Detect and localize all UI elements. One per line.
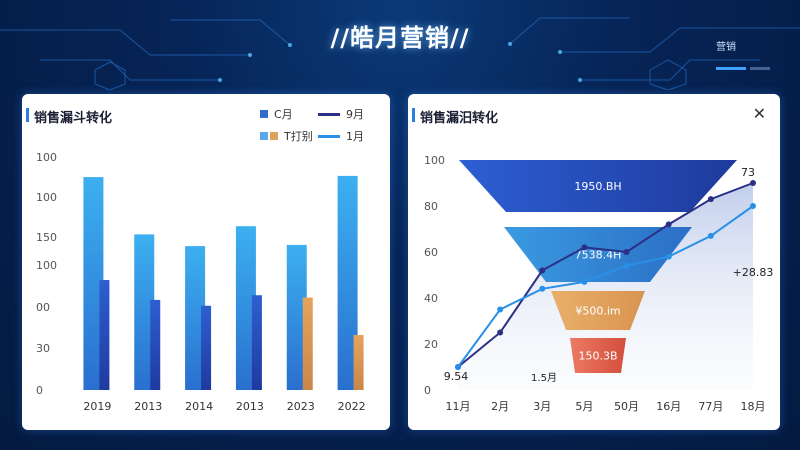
bar-9月 [302, 297, 313, 390]
x-tick-label: 2022 [338, 400, 366, 413]
legend-swatch-accent [270, 132, 278, 140]
annotation-label: 1.5月 [531, 372, 557, 384]
legend-line [318, 112, 340, 116]
legend-swatch [260, 110, 268, 118]
y-tick-label: 100 [36, 259, 57, 272]
x-tick-label: 50月 [614, 400, 639, 413]
x-tick-label: 3月 [533, 400, 551, 413]
funnel-label: 7538.4H [575, 249, 622, 262]
annotation-label: 73 [741, 166, 755, 179]
corner-progress-bar [716, 67, 746, 70]
funnel-line-chart-panel: 销售漏汨转化 ✕ 100 80 60 40 20 0 1950.BH 7538.4H ¥500.… [408, 94, 780, 430]
bar-C月 [337, 175, 358, 390]
bar-C月 [286, 244, 307, 390]
x-tick-label: 2013 [236, 400, 264, 413]
x-tick-label: 77月 [698, 400, 723, 413]
y-tick-label: 00 [36, 301, 50, 314]
y-tick-label: 150 [36, 231, 57, 244]
funnel-layer [459, 160, 737, 212]
x-tick-label: 11月 [446, 400, 471, 413]
annotation-label: 9.54 [444, 370, 469, 383]
x-tick-label: 2023 [287, 400, 315, 413]
x-tick-label: 2019 [83, 400, 111, 413]
x-tick-label: 18月 [741, 400, 766, 413]
legend-label: 9月 [346, 108, 364, 121]
corner-progress-track [750, 67, 770, 70]
series-line [457, 205, 754, 368]
funnel-label: 150.3B [578, 350, 617, 363]
y-tick-label: 0 [36, 384, 43, 397]
series-point [581, 244, 588, 251]
y-tick-label: 80 [424, 200, 438, 213]
y-tick-label: 20 [424, 338, 438, 351]
funnel-label: ¥500.im [575, 305, 620, 318]
series-point [750, 180, 756, 186]
bar-9月 [201, 305, 212, 390]
bar-C月 [134, 234, 155, 390]
legend-item[interactable]: 9月 [318, 106, 364, 122]
y-tick-label: 60 [424, 246, 438, 259]
y-tick-label: 30 [36, 342, 50, 355]
legend-label: T打别 [284, 130, 313, 143]
legend-item[interactable]: C月 [260, 106, 293, 122]
funnel-label: 1950.BH [574, 180, 621, 193]
y-tick-label: 0 [424, 384, 431, 397]
x-tick-label: 2013 [134, 400, 162, 413]
legend-swatch [260, 132, 268, 140]
legend-item[interactable]: 1月 [318, 128, 364, 144]
bar-chart: 100 100 150 100 00 30 0 2019 2013 2014 2013 2023 202… [36, 151, 366, 413]
y-tick-label: 100 [424, 154, 445, 167]
series-point [623, 262, 630, 269]
bar-9月 [150, 299, 161, 390]
bar-C月 [185, 246, 206, 390]
series-line [457, 182, 754, 368]
series-point [455, 364, 461, 370]
funnel-line-chart: 100 80 60 40 20 0 1950.BH 7538.4H ¥500.im 150.3B 1… [424, 154, 774, 413]
y-tick-label: 40 [424, 292, 438, 305]
bar-9月 [251, 295, 262, 390]
panel-title: 销售漏汨转化 [411, 107, 498, 126]
series-point [665, 221, 672, 228]
series-point [750, 203, 756, 209]
series-point [707, 196, 714, 203]
legend-line [318, 134, 340, 138]
bar-9月 [353, 335, 364, 390]
bar-C月 [235, 226, 256, 390]
series-point [707, 232, 714, 239]
series-point [539, 267, 546, 274]
corner-label: 营销 [716, 42, 736, 53]
funnel-layer [551, 291, 645, 330]
series-point [623, 249, 630, 255]
series-point [497, 329, 504, 336]
series-point [497, 306, 504, 313]
close-icon[interactable]: ✕ [752, 104, 766, 123]
series-point [539, 285, 546, 292]
page-title: //皓月营销// [330, 24, 470, 52]
x-tick-label: 5月 [575, 400, 593, 413]
funnel-layer [570, 338, 626, 373]
header: //皓月营销// [300, 12, 500, 56]
x-tick-label: 16月 [656, 400, 681, 413]
annotation-label: +28.83 [733, 266, 774, 279]
x-tick-label: 2月 [491, 400, 509, 413]
y-tick-label: 100 [36, 191, 57, 204]
series-point [665, 253, 672, 260]
circuit-background-decoration [0, 17, 800, 90]
legend-label: C月 [274, 108, 293, 121]
x-tick-label: 2014 [185, 400, 213, 413]
panel-title: 销售漏斗转化 [25, 107, 112, 126]
bar-C月 [83, 177, 104, 390]
legend-label: 1月 [346, 130, 364, 143]
y-tick-label: 100 [36, 151, 57, 164]
legend-item[interactable]: T打别 [260, 128, 313, 144]
series-point [581, 278, 588, 285]
bar-chart-panel: 销售漏斗转化 C月 9月 T打别 1月 100 100 150 100 00 30 0 201… [22, 94, 390, 430]
bar-9月 [99, 280, 110, 390]
